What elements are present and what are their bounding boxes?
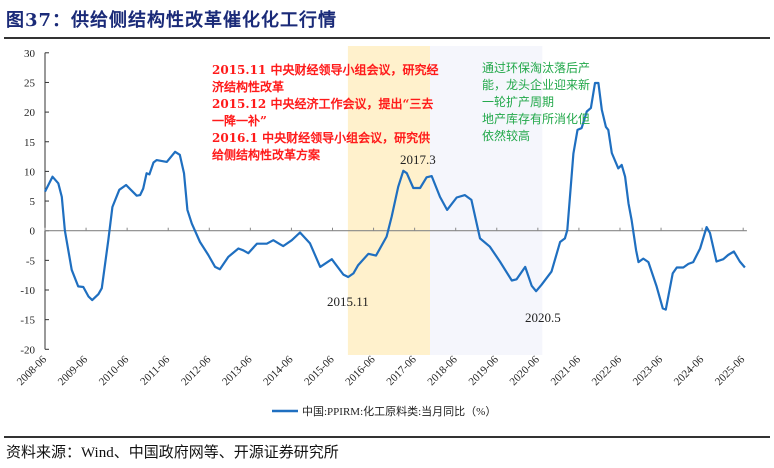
shaded-band-2 bbox=[430, 46, 543, 355]
x-tick-label: 2022-06 bbox=[590, 353, 625, 388]
annotation-line: 能，龙头企业迎来新 bbox=[482, 78, 591, 92]
point-label-2020-5: 2020.5 bbox=[525, 310, 561, 325]
figure-title: 图37：供给侧结构性改革催化化工行情 bbox=[6, 10, 338, 31]
environmental-protection-annotation: 通过环保淘汰落后产 能，龙头企业迎来新 一轮扩产周期 地产库存有所消化但 依然较… bbox=[482, 60, 590, 145]
shaded-band-1 bbox=[347, 46, 431, 355]
y-tick-label: 20 bbox=[24, 107, 36, 119]
title-divider bbox=[4, 37, 770, 39]
y-tick-label: -15 bbox=[20, 315, 35, 327]
x-tick-label: 2011-06 bbox=[138, 353, 172, 387]
x-tick-label: 2013-06 bbox=[220, 353, 255, 388]
y-tick-label: 25 bbox=[24, 77, 36, 89]
legend-label: 中国:PPIRM:化工原料类:当月同比（%） bbox=[302, 404, 496, 418]
point-label-2017-3: 2017.3 bbox=[400, 152, 436, 167]
x-tick-label: 2014-06 bbox=[261, 353, 296, 388]
y-tick-label: -20 bbox=[20, 344, 35, 356]
x-tick-label: 2008-06 bbox=[15, 353, 50, 388]
y-tick-label: 0 bbox=[30, 226, 36, 238]
annotation-line: 济结构性改革 bbox=[212, 80, 285, 94]
x-tick-label: 2010-06 bbox=[97, 353, 132, 388]
x-tick-label: 2018-06 bbox=[425, 353, 460, 388]
x-tick-label: 2024-06 bbox=[672, 353, 707, 388]
x-tick-label: 2009-06 bbox=[56, 353, 91, 388]
y-tick-label: -5 bbox=[26, 255, 36, 267]
y-tick-label: 30 bbox=[24, 48, 36, 60]
x-tick-label: 2019-06 bbox=[466, 353, 501, 388]
annotation-line: 一轮扩产周期 bbox=[482, 95, 555, 109]
source-note: 资料来源：Wind、中国政府网等、开源证券研究所 bbox=[6, 445, 339, 461]
x-tick-label: 2017-06 bbox=[384, 353, 419, 388]
supply-side-reform-annotation: 2015.11 中央财经领导小组会议，研究经 济结构性改革 2015.12 中央… bbox=[212, 62, 438, 164]
annotation-line: 2016.1 中央财经领导小组会议，研究供 bbox=[212, 131, 431, 145]
y-tick-label: 15 bbox=[24, 137, 36, 149]
annotation-line: 一降一补” bbox=[212, 114, 267, 128]
point-label-2015-11: 2015.11 bbox=[327, 294, 369, 309]
x-tick-label: 2015-06 bbox=[302, 353, 337, 388]
x-tick-label: 2020-06 bbox=[508, 353, 543, 388]
x-tick-label: 2012-06 bbox=[179, 353, 214, 388]
source-divider bbox=[4, 436, 770, 438]
x-tick-label: 2023-06 bbox=[631, 353, 666, 388]
x-tick-label: 2016-06 bbox=[343, 353, 378, 388]
series-line-ppirm-chemical bbox=[44, 81, 746, 311]
y-tick-label: 5 bbox=[30, 196, 36, 208]
y-tick-label: -10 bbox=[20, 285, 35, 297]
annotation-line: 通过环保淘汰落后产 bbox=[482, 61, 591, 75]
y-tick-label: 10 bbox=[24, 166, 36, 178]
annotation-line: 2015.11 中央财经领导小组会议，研究经 bbox=[212, 63, 439, 77]
x-tick-label: 2025-06 bbox=[713, 353, 748, 388]
x-tick-label: 2021-06 bbox=[549, 353, 584, 388]
annotation-line: 依然较高 bbox=[482, 129, 531, 143]
annotation-line: 给侧结构性改革方案 bbox=[212, 148, 321, 162]
annotation-line: 地产库存有所消化但 bbox=[482, 112, 591, 126]
annotation-line: 2015.12 中央经济工作会议，提出“三去 bbox=[212, 97, 434, 111]
